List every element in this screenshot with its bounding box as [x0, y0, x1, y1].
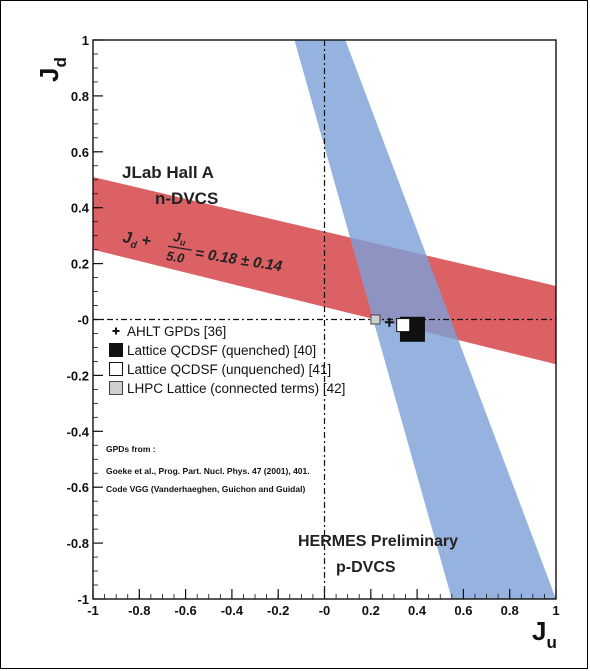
legend-marker-open-square	[109, 362, 123, 376]
x-tick-label: -0.4	[221, 603, 244, 618]
y-tick-label: -0	[77, 313, 89, 328]
data-point-open-square	[396, 318, 411, 333]
ndvcs-label: n-DVCS	[155, 189, 218, 208]
x-tick-label: 0.4	[408, 603, 427, 618]
y-tick-label: 0.8	[71, 89, 89, 104]
y-tick-label: 0.2	[71, 257, 89, 272]
data-point-plus	[384, 317, 394, 327]
goeke-reference: Goeke et al., Prog. Part. Nucl. Phys. 47…	[106, 466, 310, 476]
legend-marker-grey-square	[109, 381, 123, 395]
legend-entry-label: Lattice QCDSF (unquenched) [41]	[127, 362, 331, 377]
x-tick-label: 0.2	[362, 603, 380, 618]
svg-text:Jd+: Jd +	[121, 229, 152, 253]
y-tick-label: -0.6	[67, 480, 89, 495]
legend-marker-filled-square	[109, 343, 123, 357]
y-tick-label: -0.8	[67, 536, 89, 551]
legend-entry-label: AHLT GPDs [36]	[127, 324, 226, 339]
x-tick-label: -0.6	[174, 603, 196, 618]
gpds-from-label: GPDs from :	[106, 444, 156, 454]
hermes-label: HERMES Preliminary	[298, 533, 458, 550]
legend: AHLT GPDs [36] Lattice QCDSF (quenched) […	[109, 324, 345, 396]
x-tick-label: 1	[552, 603, 559, 618]
x-tick-label: -0	[319, 603, 331, 618]
legend-marker-plus	[112, 327, 120, 335]
y-tick-label: -1	[77, 592, 89, 607]
jlab-label: JLab Hall A	[122, 163, 214, 182]
x-tick-label: 0.8	[501, 603, 519, 618]
pdvcs-label: p-DVCS	[336, 559, 396, 576]
x-tick-label: -1	[87, 603, 99, 618]
vgg-reference: Code VGG (Vanderhaeghen, Guichon and Gui…	[106, 484, 305, 494]
svg-text:5.0: 5.0	[165, 248, 186, 266]
y-tick-label: 0.6	[71, 145, 89, 160]
x-tick-label: -0.8	[128, 603, 150, 618]
legend-entry-label: LHPC Lattice (connected terms) [42]	[127, 381, 345, 396]
y-tick-label: 1	[82, 33, 89, 48]
y-tick-label: -0.2	[67, 368, 89, 383]
y-tick-label: -0.4	[67, 424, 90, 439]
x-tick-label: -0.2	[267, 603, 289, 618]
x-axis-title: Ju	[532, 616, 557, 652]
svg-text:Ju: Ju	[172, 229, 188, 248]
legend-entry-label: Lattice QCDSF (quenched) [40]	[127, 343, 316, 358]
data-point-grey-square	[370, 314, 381, 325]
y-axis-title: Jd	[34, 57, 70, 82]
x-tick-label: 0.6	[454, 603, 472, 618]
y-tick-label: 0.4	[71, 201, 90, 216]
